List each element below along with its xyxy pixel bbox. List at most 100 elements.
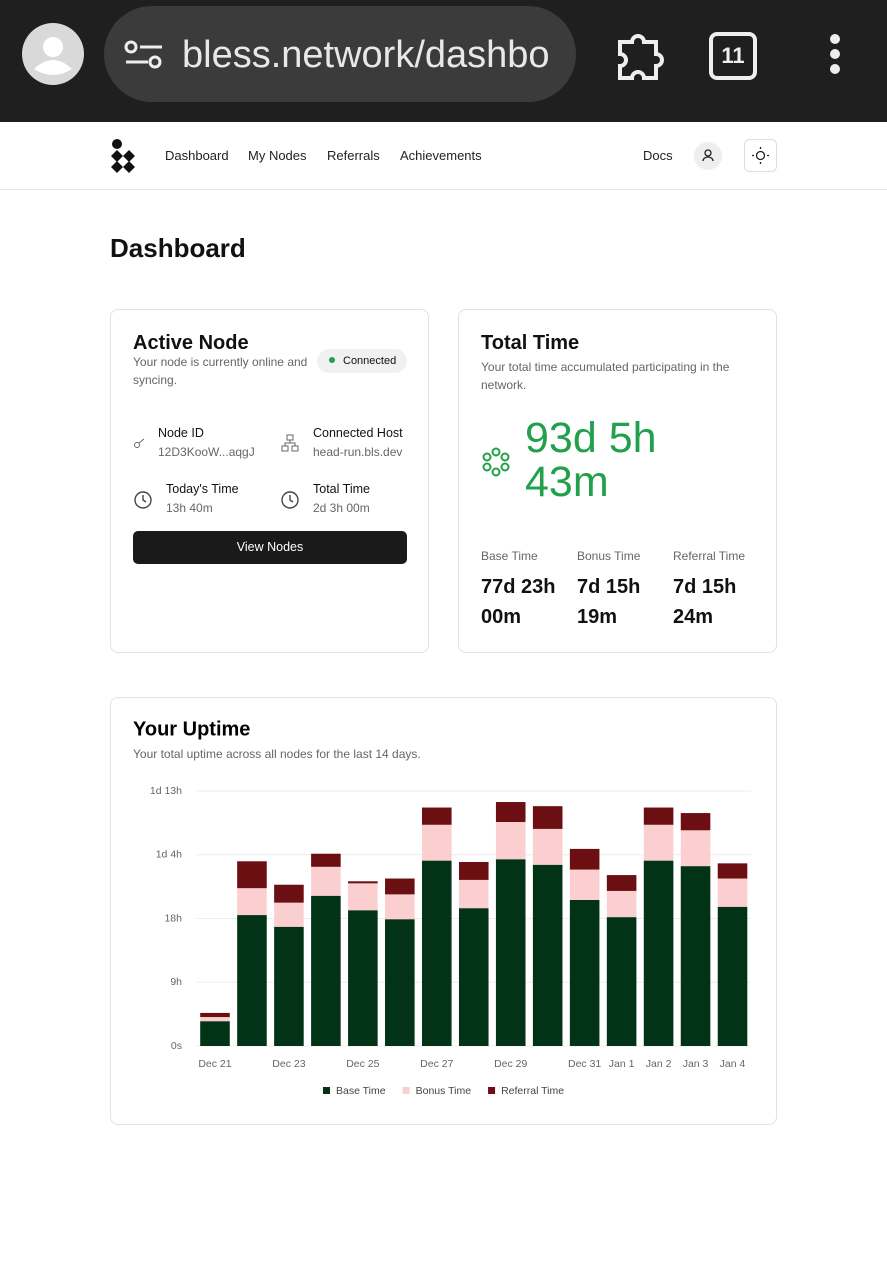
bar-segment (274, 902, 304, 927)
field-value: head-run.bls.dev (313, 445, 403, 459)
bar-segment (680, 813, 711, 831)
legend-swatch (488, 1087, 496, 1094)
nodes-icon (482, 447, 510, 477)
browser-bar: bless.network/dashbo 11 (0, 0, 887, 122)
breakdown-label: Referral Time (673, 549, 746, 563)
y-tick-label: 18h (164, 912, 182, 924)
bar-segment (680, 866, 711, 1046)
x-tick-label: Dec 23 (272, 1058, 305, 1070)
breakdown-label: Base Time (481, 549, 538, 563)
card-subtitle: Your node is currently online and syncin… (133, 355, 308, 387)
uptime-chart: Your Uptime Your total uptime across all… (133, 718, 751, 1097)
bar-segment (569, 848, 600, 870)
bar-segment (606, 917, 637, 1046)
clock-icon (281, 491, 299, 509)
x-tick-label: Jan 3 (683, 1058, 709, 1070)
theme-toggle[interactable] (744, 139, 777, 172)
profile-icon[interactable] (22, 23, 84, 85)
clock-icon (134, 491, 152, 509)
card-subtitle: Your total time accumulated participatin… (481, 360, 730, 392)
y-tick-label: 9h (170, 976, 182, 988)
view-nodes-button[interactable]: View Nodes (133, 531, 407, 564)
x-tick-label: Jan 4 (720, 1058, 746, 1070)
docs-link[interactable]: Docs (643, 148, 673, 163)
bar-segment (274, 926, 304, 1046)
bar-segment (385, 894, 415, 920)
bar-segment (606, 890, 637, 918)
page-title: Dashboard (110, 233, 246, 263)
bar-segment (200, 1021, 230, 1046)
bar-segment (311, 895, 341, 1046)
bar-segment (495, 802, 526, 823)
tab-count[interactable]: 11 (709, 32, 757, 80)
bar-segment (385, 919, 415, 1046)
breakdown-value: 77d 23h 00m (481, 576, 556, 628)
bar-segment (458, 879, 489, 909)
bar-segment (421, 807, 452, 825)
bar-segment (495, 859, 526, 1046)
status-text: Connected (343, 355, 397, 367)
y-tick-label: 1d 4h (156, 849, 182, 861)
bar-segment (348, 910, 378, 1046)
bar-segment (680, 830, 711, 867)
nav-link[interactable]: Referrals (327, 148, 380, 163)
bar-segment (200, 1012, 230, 1018)
field-value: 13h 40m (166, 501, 213, 515)
x-tick-label: Dec 31 (568, 1058, 601, 1070)
bar-segment (311, 853, 341, 867)
bar-segment (421, 860, 452, 1046)
bar-segment (569, 899, 600, 1046)
bar-segment (311, 866, 341, 896)
card-title: Total Time (481, 332, 580, 354)
field-value: 2d 3h 00m (313, 501, 370, 515)
active-node-card: Active Node Your node is currently onlin… (110, 309, 429, 653)
field-label: Today's Time (166, 482, 239, 496)
menu-icon[interactable] (826, 32, 844, 78)
bar-segment (458, 908, 489, 1046)
logo[interactable] (110, 137, 138, 175)
nav-link[interactable]: Dashboard (165, 148, 229, 163)
card-title: Active Node (133, 332, 249, 354)
host-icon (281, 434, 299, 452)
y-tick-label: 0s (171, 1040, 182, 1052)
bar-segment (606, 875, 637, 891)
bar-segment (495, 822, 526, 860)
bar-segment (348, 881, 378, 884)
breakdown-value: 7d 15h 19m (577, 576, 641, 628)
site-settings-icon[interactable] (124, 40, 164, 70)
field-label: Total Time (313, 482, 370, 496)
bar-segment (237, 915, 267, 1046)
bar-segment (237, 888, 267, 916)
bar-segment (717, 906, 748, 1046)
x-tick-label: Dec 25 (346, 1058, 379, 1070)
x-tick-label: Dec 21 (198, 1058, 231, 1070)
status-badge: Connected (317, 349, 407, 373)
total-time-value: 93d 5h 43m (525, 414, 657, 506)
x-tick-label: Jan 1 (609, 1058, 635, 1070)
legend-label: Base Time (336, 1085, 386, 1097)
bar-segment (532, 864, 563, 1046)
bar-segment (569, 869, 600, 900)
url-bar[interactable]: bless.network/dashbo (104, 6, 576, 102)
bar-segment (717, 878, 748, 907)
field-value: 12D3KooW...aqgJ (158, 445, 255, 459)
nav-link[interactable]: My Nodes (248, 148, 307, 163)
x-tick-label: Jan 2 (646, 1058, 672, 1070)
key-icon (134, 438, 145, 448)
x-tick-label: Dec 27 (420, 1058, 453, 1070)
site-header: Dashboard My Nodes Referrals Achievement… (0, 122, 887, 190)
account-button[interactable] (694, 142, 722, 170)
bar-segment (458, 861, 489, 880)
nav-link[interactable]: Achievements (400, 148, 482, 163)
y-tick-label: 1d 13h (150, 785, 182, 797)
uptime-card: Your Uptime Your total uptime across all… (110, 697, 777, 1125)
bar-segment (717, 863, 748, 879)
bar-segment (643, 824, 674, 861)
extensions-icon[interactable] (612, 28, 668, 80)
x-tick-label: Dec 29 (494, 1058, 527, 1070)
field-label: Node ID (158, 426, 204, 440)
chart-subtitle: Your total uptime across all nodes for t… (133, 747, 421, 761)
bar-segment (237, 861, 267, 889)
bar-segment (532, 828, 563, 865)
